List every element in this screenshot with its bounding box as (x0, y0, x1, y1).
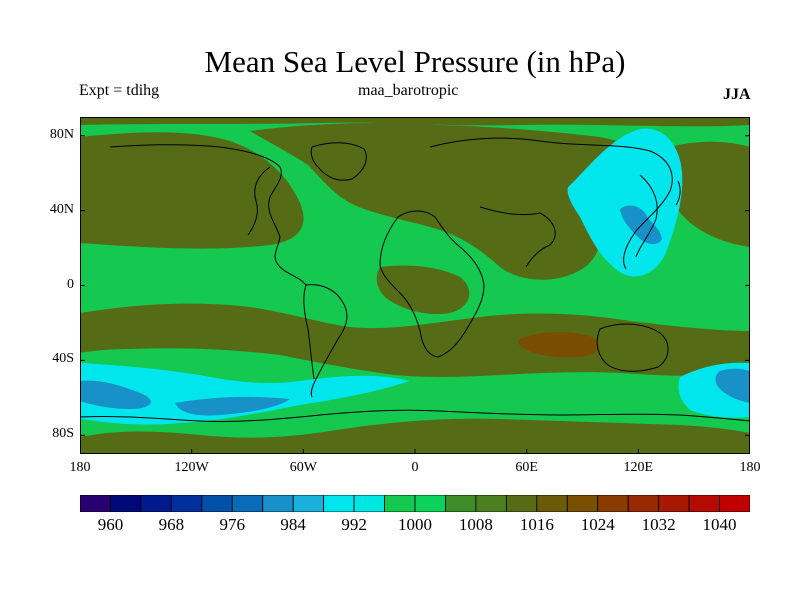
colorbar-label: 976 (219, 515, 246, 534)
colorbar-swatch (384, 495, 416, 512)
colorbar-swatch (536, 495, 568, 512)
colorbar-swatch (505, 495, 538, 512)
chart-title: Mean Sea Level Pressure (in hPa) (204, 44, 626, 79)
southern-ocean-deep-low (175, 396, 290, 416)
experiment-label: Expt = tdihg (79, 82, 160, 99)
colorbar-swatch (80, 495, 111, 512)
colorbar-swatch (658, 495, 690, 512)
colorbar-swatch (231, 495, 264, 512)
colorbar-label: 968 (158, 515, 185, 534)
colorbar-label: 984 (280, 515, 306, 534)
colorbar-swatch (414, 495, 446, 512)
colorbar-swatch (170, 495, 203, 512)
colorbar-swatch (262, 495, 294, 512)
longitude-tick-label: 0 (411, 460, 419, 475)
colorbar-swatch (566, 495, 599, 512)
colorbar-swatch (445, 495, 477, 512)
colorbar-swatch (353, 495, 385, 512)
latitude-tick-label: 0 (67, 276, 74, 292)
south-high-pressure-core (517, 331, 599, 358)
coastlines (80, 137, 750, 423)
colorbar-swatch (292, 495, 325, 512)
colorbar-label: 992 (341, 515, 367, 534)
longitude-tick-label: 60E (515, 460, 538, 475)
pressure-map (80, 117, 750, 454)
latitude-tick-label: 40N (49, 201, 74, 217)
arctic-high-pressure-band (80, 117, 750, 127)
season-label: JJA (723, 86, 751, 103)
southern-ocean-low-band (80, 363, 410, 425)
colorbar-label: 1008 (458, 515, 493, 534)
colorbar-swatch (688, 495, 720, 512)
colorbar-label: 1032 (641, 515, 676, 534)
southern-ocean-deep-low (715, 368, 750, 403)
colorbar-label: 1000 (398, 515, 432, 534)
colorbar-swatch (201, 495, 233, 512)
colorbar-label: 960 (97, 515, 124, 534)
south-high-pressure-band (80, 303, 750, 377)
colorbar-swatch (627, 495, 660, 512)
colorbar-swatch (110, 495, 142, 512)
colorbar-swatch (323, 495, 355, 512)
latitude-tick-label: 40S (52, 351, 74, 367)
antarctic-high-pressure-area (80, 418, 750, 454)
colorbar-swatch (719, 495, 750, 512)
longitude-tick-label: 60W (289, 460, 317, 475)
longitude-tick-label: 180 (739, 460, 761, 475)
equatorial-high-pressure-band (376, 265, 470, 315)
colorbar-label: 1024 (580, 515, 615, 534)
longitude-tick-label: 180 (69, 460, 91, 475)
colorbar-swatch (140, 495, 172, 512)
colorbar-label: 1040 (702, 515, 737, 534)
colorbar-swatch (475, 495, 507, 512)
experiment-name-label: maa_barotropic (358, 82, 459, 99)
north-high-pressure-band (80, 132, 304, 249)
north-high-pressure-band (250, 123, 670, 280)
colorbar-swatch (597, 495, 629, 512)
latitude-tick-label: 80S (52, 426, 74, 442)
longitude-tick-label: 120E (623, 460, 654, 475)
north-high-pressure-band (666, 141, 750, 247)
longitude-tick-label: 120W (174, 460, 209, 475)
southern-ocean-deep-low (80, 380, 151, 409)
latitude-tick-label: 80N (49, 126, 74, 142)
colorbar (80, 495, 750, 512)
colorbar-label: 1016 (519, 515, 554, 534)
